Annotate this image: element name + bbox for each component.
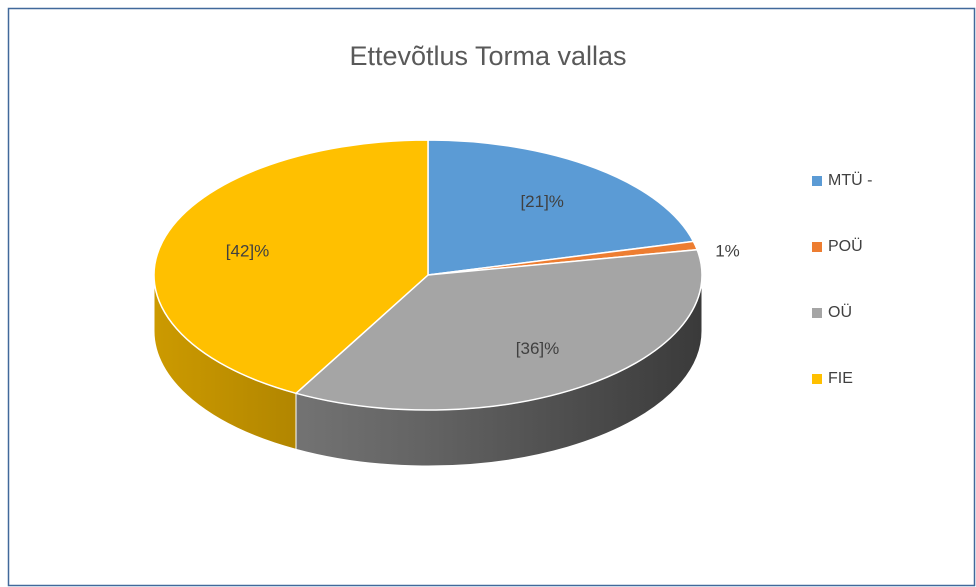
legend-swatch xyxy=(812,374,822,384)
data-label: [21]% xyxy=(520,192,563,211)
pie-slice xyxy=(427,139,695,276)
data-label: [42]% xyxy=(226,242,269,261)
data-label: [36]% xyxy=(516,339,559,358)
legend-swatch xyxy=(812,176,822,186)
legend-label: MTÜ - xyxy=(828,171,872,189)
legend-label: FIE xyxy=(828,370,853,387)
chart-title: Ettevõtlus Torma vallas xyxy=(349,41,626,71)
legend-swatch xyxy=(812,242,822,252)
data-label: 1% xyxy=(715,242,740,261)
pie-slice xyxy=(153,139,429,395)
pie-slice xyxy=(294,248,703,411)
legend-label: POÜ xyxy=(828,237,863,255)
legend-swatch xyxy=(812,308,822,318)
legend-label: OÜ xyxy=(828,303,852,321)
